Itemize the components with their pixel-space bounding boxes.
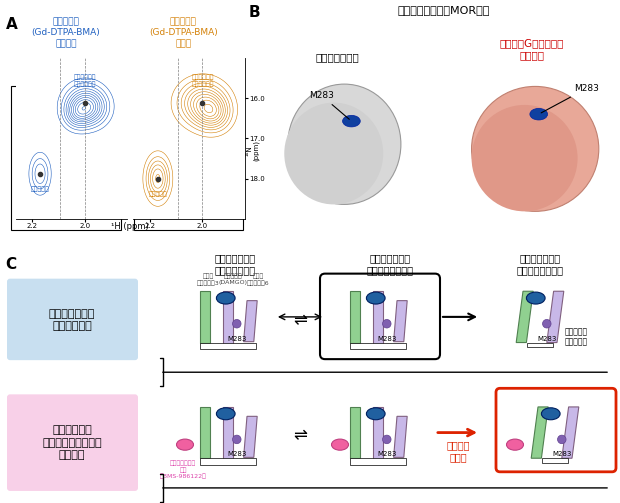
Text: 活性の低い構造
（部分活性化型）: 活性の低い構造 （部分活性化型） [366, 254, 414, 275]
Polygon shape [200, 343, 255, 350]
Text: ¹⁵N
(ppm): ¹⁵N (ppm) [246, 140, 260, 161]
Text: 完全活性化型
部分活性化型: 完全活性化型 部分活性化型 [73, 75, 96, 87]
Text: M283: M283 [541, 84, 599, 113]
Text: 活性の高い構造
（完全活性化型）: 活性の高い構造 （完全活性化型） [516, 254, 564, 275]
Circle shape [383, 319, 391, 328]
Circle shape [232, 435, 241, 444]
Text: ⇌: ⇌ [293, 426, 307, 444]
Text: 投資通
ヘリックス6: 投資通 ヘリックス6 [247, 274, 269, 286]
FancyBboxPatch shape [7, 279, 138, 360]
Text: M283: M283 [537, 336, 557, 342]
FancyBboxPatch shape [11, 87, 121, 230]
Circle shape [343, 115, 360, 127]
Text: 拮抗薬結合状態: 拮抗薬結合状態 [316, 52, 359, 62]
Text: 不活性化型: 不活性化型 [30, 187, 50, 193]
Bar [350, 291, 360, 343]
Text: ¹H (ppm): ¹H (ppm) [112, 222, 149, 231]
Text: A: A [6, 17, 18, 32]
Text: 細胞内側の
空間が開く: 細胞内側の 空間が開く [565, 327, 588, 347]
Polygon shape [244, 301, 257, 342]
Polygon shape [527, 343, 553, 347]
Text: M283: M283 [552, 451, 572, 457]
Polygon shape [516, 291, 533, 343]
Bar [223, 291, 233, 347]
Circle shape [232, 319, 241, 328]
Ellipse shape [332, 439, 348, 450]
Text: 常磁性錯体
(Gd-DTPA-BMA)
非添加時: 常磁性錯体 (Gd-DTPA-BMA) 非添加時 [32, 17, 100, 48]
Polygon shape [200, 458, 255, 465]
Bar [350, 407, 360, 458]
Polygon shape [394, 416, 407, 457]
FancyBboxPatch shape [496, 388, 616, 472]
Polygon shape [562, 407, 579, 458]
Ellipse shape [177, 439, 193, 450]
Text: アロステリック
薬剤
（BMS-986122）: アロステリック 薬剤 （BMS-986122） [159, 461, 206, 479]
Polygon shape [394, 301, 407, 342]
Polygon shape [547, 291, 564, 343]
Ellipse shape [507, 439, 523, 450]
Ellipse shape [472, 87, 599, 211]
FancyBboxPatch shape [320, 274, 440, 359]
Text: 細胞内側から見たMOR構造: 細胞内側から見たMOR構造 [397, 6, 489, 16]
Text: 作動薬＋Gタンパク質
結合状態: 作動薬＋Gタンパク質 結合状態 [500, 38, 564, 60]
Bar [200, 291, 210, 343]
Text: C: C [5, 257, 16, 272]
Ellipse shape [285, 103, 383, 204]
Ellipse shape [366, 292, 385, 304]
Text: M283: M283 [377, 336, 396, 342]
Ellipse shape [216, 292, 235, 304]
Text: 構造平衡
の変化: 構造平衡 の変化 [446, 441, 470, 462]
Ellipse shape [366, 408, 385, 420]
Text: 投資通
ヘリックス3: 投資通 ヘリックス3 [197, 274, 219, 286]
Text: ⇌: ⇌ [293, 311, 307, 329]
Circle shape [557, 435, 566, 444]
Polygon shape [542, 458, 568, 463]
Polygon shape [531, 407, 548, 458]
Ellipse shape [472, 105, 578, 211]
Polygon shape [350, 458, 405, 465]
Bar [373, 407, 383, 463]
Text: M283: M283 [377, 451, 396, 457]
Text: B: B [249, 6, 260, 21]
Text: 常磁性錯体
(Gd-DTPA-BMA)
添加時: 常磁性錯体 (Gd-DTPA-BMA) 添加時 [149, 17, 218, 48]
Ellipse shape [526, 292, 545, 304]
Text: M283: M283 [227, 336, 247, 342]
Bar [373, 291, 383, 347]
Ellipse shape [216, 408, 235, 420]
Text: 完全活性化型
部分活性化型: 完全活性化型 部分活性化型 [191, 75, 214, 87]
FancyBboxPatch shape [134, 87, 243, 230]
Text: 既存医薬品のみ
結合した状態: 既存医薬品のみ 結合した状態 [49, 309, 95, 331]
FancyBboxPatch shape [7, 394, 138, 491]
Text: M283: M283 [309, 91, 349, 119]
Text: M283: M283 [227, 451, 247, 457]
Bar [200, 407, 210, 458]
Circle shape [542, 319, 551, 328]
Ellipse shape [288, 84, 401, 204]
Polygon shape [244, 416, 257, 457]
Text: 活性の無い構造
（不活性化型）: 活性の無い構造 （不活性化型） [215, 254, 255, 275]
Bar [223, 407, 233, 463]
Polygon shape [350, 343, 405, 350]
Ellipse shape [541, 408, 560, 420]
Circle shape [530, 109, 547, 120]
Text: 既存医薬品
(DAMGO): 既存医薬品 (DAMGO) [218, 274, 247, 285]
Text: 既存医薬品＋
アロステリック薬剤
結合状態: 既存医薬品＋ アロステリック薬剤 結合状態 [42, 425, 102, 460]
Text: 不活性化型: 不活性化型 [148, 192, 167, 197]
Circle shape [383, 435, 391, 444]
